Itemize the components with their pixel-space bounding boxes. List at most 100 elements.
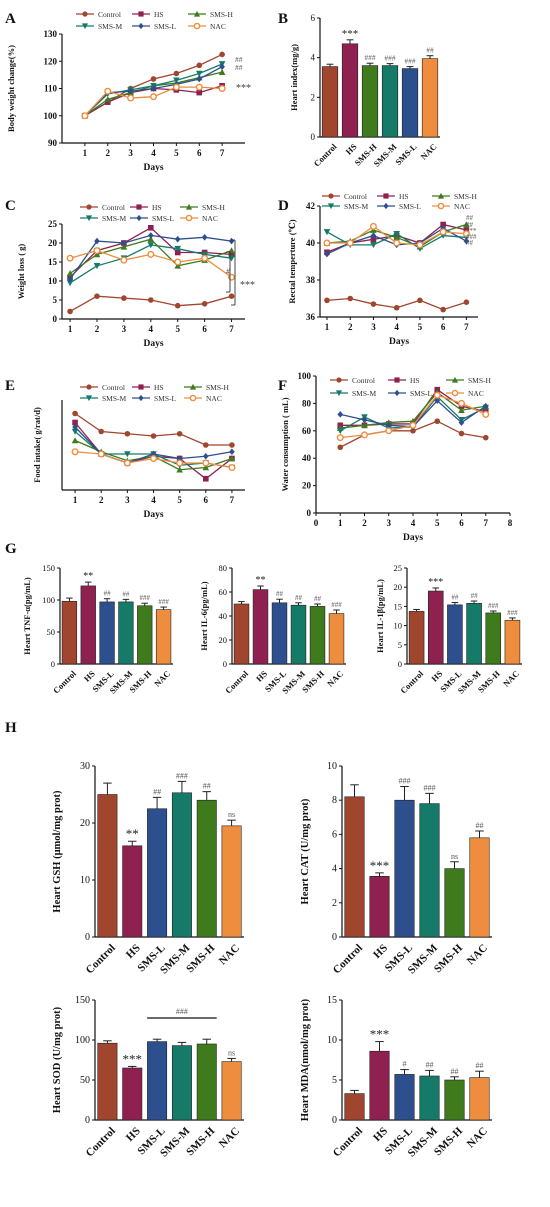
panel-label: F <box>278 378 287 394</box>
marker <box>189 383 197 390</box>
x-tick-label: 3 <box>128 148 133 158</box>
x-tick-label: 1 <box>338 518 343 528</box>
y-tick-label: 15 <box>48 257 58 267</box>
bar <box>369 875 390 938</box>
data-point <box>369 222 377 230</box>
line-chart-D: 36 38 40 42 1 2 3 4 5 6 7 Days Rectal temperture (℃)… <box>287 192 478 347</box>
significance-label: ## <box>466 214 474 222</box>
data-point <box>202 452 209 460</box>
marker <box>138 384 144 390</box>
data-point <box>361 431 369 439</box>
y-tick-label: 20 <box>48 238 58 248</box>
data-point <box>463 221 470 228</box>
significance-label: # <box>226 267 230 276</box>
significance-label: ### <box>404 57 416 66</box>
data-point <box>440 306 446 313</box>
data-point <box>228 464 236 472</box>
legend-entry: SMS-M <box>102 214 127 223</box>
x-tick-label: 2 <box>99 495 104 505</box>
marker <box>394 389 400 397</box>
legend-entry: SMS-H <box>202 203 226 212</box>
y-axis-label: Heart IL-6(pg/mL) <box>199 581 209 650</box>
data-point <box>416 241 424 249</box>
data-point <box>104 96 112 103</box>
bar <box>290 604 307 665</box>
data-point <box>346 239 354 247</box>
data-point <box>93 263 101 270</box>
marker <box>336 377 342 383</box>
bar <box>444 868 465 938</box>
marker <box>327 203 335 210</box>
data-point <box>324 297 330 304</box>
panel-label: B <box>278 11 288 27</box>
y-tick-label: 100 <box>75 1035 90 1046</box>
data-point <box>127 94 135 102</box>
data-point <box>201 254 209 262</box>
significance-label: *** <box>123 1051 143 1066</box>
marker <box>193 22 201 30</box>
category-label: Control <box>223 668 250 695</box>
category-label: HS <box>371 942 390 961</box>
y-axis-label: Rectal temperture (℃) <box>287 219 297 303</box>
x-tick-label: 1 <box>73 495 78 505</box>
bar <box>419 803 440 938</box>
x-tick-label: 3 <box>387 518 392 528</box>
bar <box>444 1079 465 1121</box>
data-point <box>370 242 377 249</box>
data-point <box>219 51 225 58</box>
y-tick-label: 4 <box>332 864 337 875</box>
y-tick-label: 5 <box>53 295 58 305</box>
marker <box>451 389 459 397</box>
legend-entry: Control <box>102 203 125 212</box>
x-tick-label: 2 <box>106 148 111 158</box>
data-point <box>218 84 226 92</box>
data-point <box>195 83 203 91</box>
legend-entry: NAC <box>206 394 222 403</box>
y-tick-label: 20 <box>302 481 312 491</box>
bar-chart-H1: 0 10 20 30 Heart GSH (μmol/mg prot) Control **… <box>52 761 244 976</box>
x-tick-label: 3 <box>371 322 376 332</box>
data-point <box>176 466 183 473</box>
data-point <box>347 295 354 302</box>
data-point <box>123 459 131 467</box>
marker <box>138 11 144 17</box>
x-axis-label: Days <box>389 337 409 347</box>
marker <box>185 214 193 222</box>
significance-label: *** <box>240 280 255 291</box>
legend-entry: SMS-H <box>454 192 478 201</box>
category-label: SMS-H <box>432 942 465 975</box>
data-point <box>337 411 344 418</box>
significance-label: *** <box>466 227 477 235</box>
legend-entry: HS <box>154 383 164 392</box>
x-tick-label: 3 <box>125 495 130 505</box>
data-point <box>385 427 393 435</box>
marker <box>81 23 89 30</box>
y-tick-label: 2 <box>332 898 337 909</box>
category-label: Control <box>312 141 339 168</box>
panel-label: C <box>5 198 16 214</box>
data-point <box>410 428 416 434</box>
bar <box>97 794 118 938</box>
legend-entry: HS <box>399 192 409 201</box>
significance-label: # <box>403 1060 407 1069</box>
legend-entry: SMS-M <box>102 394 127 403</box>
y-axis-label: Heart TNF-α(pg/mL) <box>22 577 32 655</box>
bar <box>147 808 168 938</box>
bar <box>196 1043 217 1121</box>
legend-entry: HS <box>410 376 420 385</box>
y-tick-label: 38 <box>306 275 316 285</box>
bar-chart-H4: 0 5 10 15 Heart MDA(nmol/mg prot) Control *** H… <box>300 995 492 1159</box>
x-tick-label: 6 <box>459 518 464 528</box>
data-point <box>147 242 155 249</box>
x-tick-label: 6 <box>204 495 209 505</box>
x-tick-label: 5 <box>435 518 440 528</box>
line-chart-C: 0 5 10 15 20 25 1 2 3 4 5 6 7 Days Weight loss ( g) Con… <box>16 203 245 349</box>
significance-label: ### <box>399 777 411 786</box>
x-tick-label: 6 <box>202 324 207 334</box>
y-axis-label: Heart GSH (μmol/mg prot) <box>52 790 63 913</box>
significance-label: ## <box>476 821 484 830</box>
y-tick-label: 0 <box>223 659 227 669</box>
y-tick-label: 30 <box>80 761 90 772</box>
data-point <box>228 455 236 462</box>
bar <box>394 1074 415 1121</box>
